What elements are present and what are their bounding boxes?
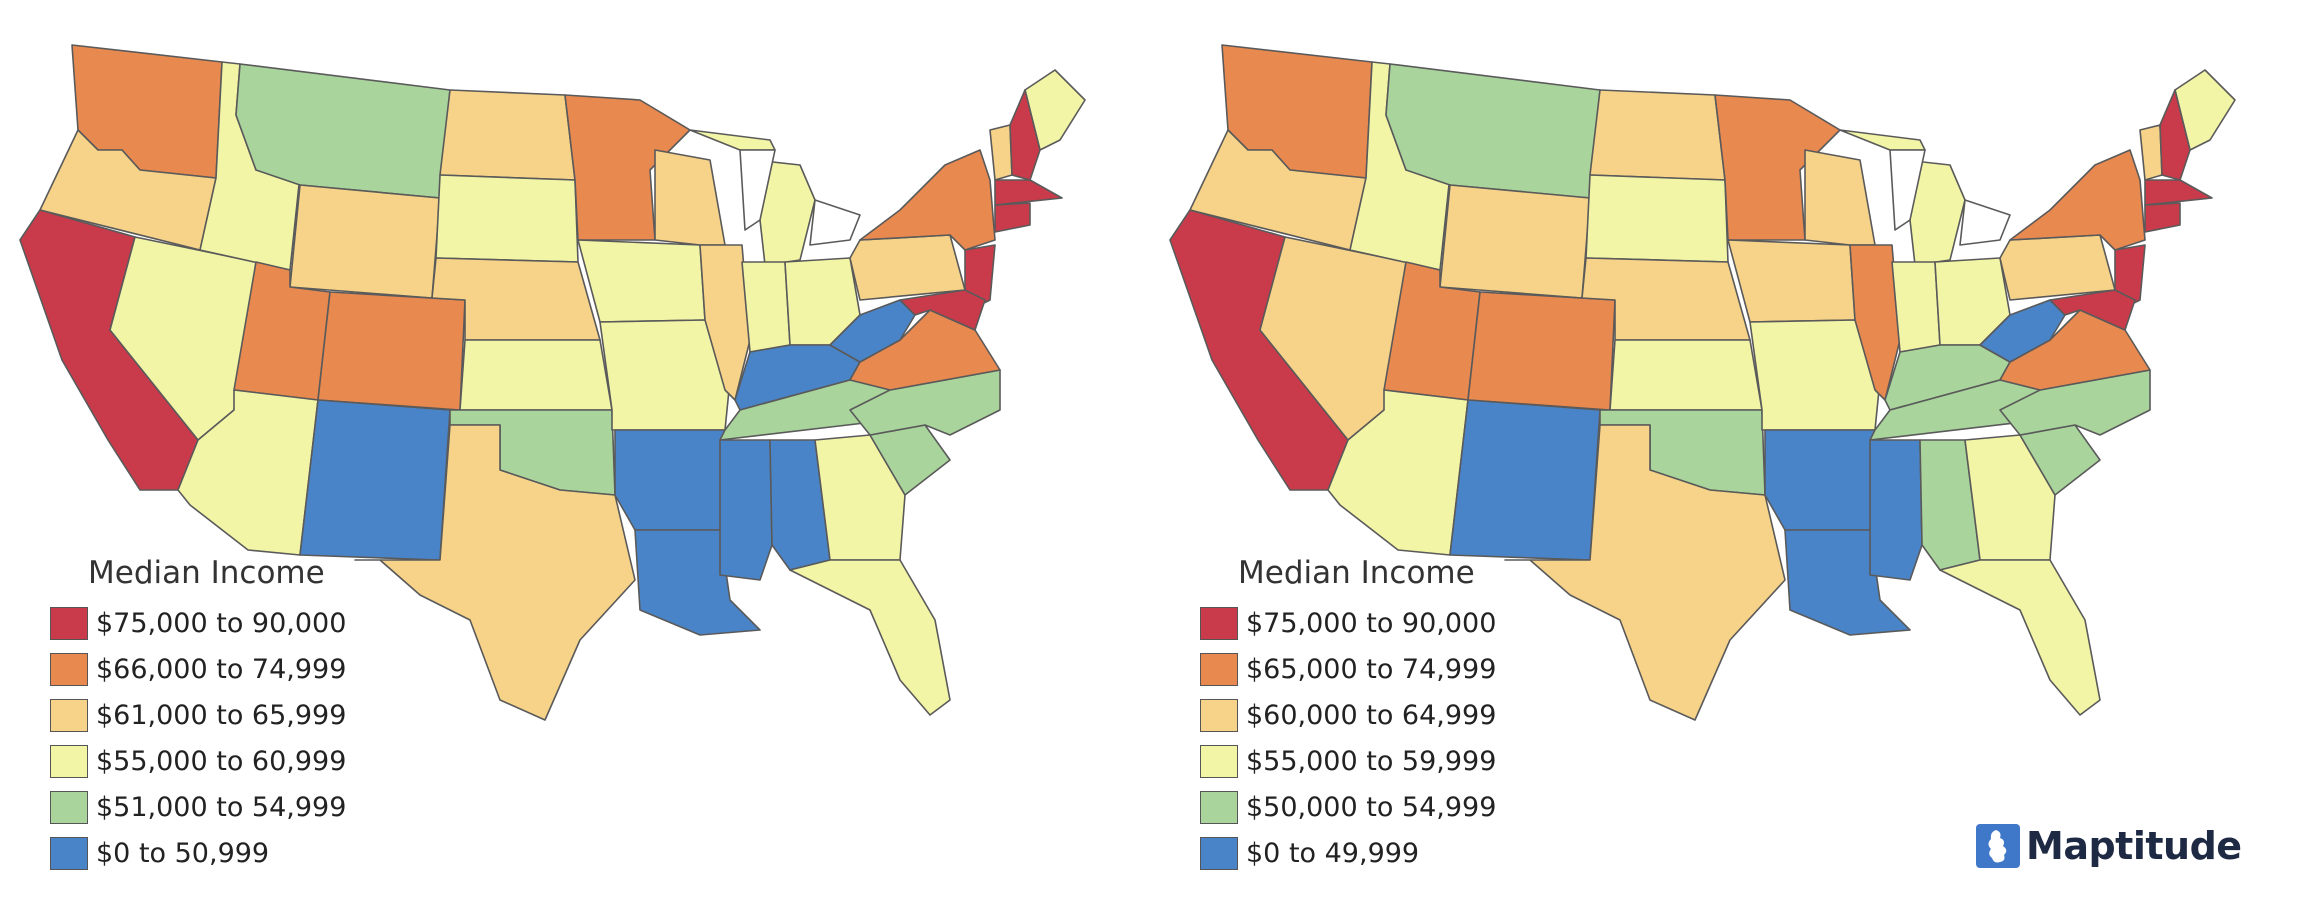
state-ms xyxy=(719,439,773,581)
state-mn xyxy=(1714,94,1841,241)
legend-swatch xyxy=(1200,606,1238,640)
state-tx xyxy=(1504,424,1786,721)
state-tx xyxy=(354,424,636,721)
legend-item: $55,000 to 59,999 xyxy=(1200,738,1496,784)
legend-swatch xyxy=(1200,744,1238,778)
legend-swatch xyxy=(1200,698,1238,732)
legend-label: $75,000 to 90,000 xyxy=(96,607,347,639)
state-vt xyxy=(989,124,1013,181)
state-va xyxy=(849,309,1001,391)
legend-label: $55,000 to 60,999 xyxy=(96,745,347,777)
legend-swatch xyxy=(50,606,88,640)
us-map-left xyxy=(19,44,1086,721)
legend-item: $50,000 to 54,999 xyxy=(1200,784,1496,830)
legend-label: $75,000 to 90,000 xyxy=(1246,607,1497,639)
legend-label: $61,000 to 65,999 xyxy=(96,699,347,731)
legend-label: $55,000 to 59,999 xyxy=(1246,745,1497,777)
state-md xyxy=(2049,289,2136,331)
state-ms xyxy=(1869,439,1923,581)
state-ia xyxy=(1727,239,1856,323)
state-ks xyxy=(459,339,613,411)
state-ct xyxy=(994,202,1031,233)
legend-item: $65,000 to 74,999 xyxy=(1200,646,1496,692)
state-in xyxy=(1891,261,1941,353)
legend-swatch xyxy=(1200,790,1238,824)
legend-swatch xyxy=(1200,652,1238,686)
legend-swatch xyxy=(50,652,88,686)
legend-swatch xyxy=(50,836,88,870)
legend-item: $55,000 to 60,999 xyxy=(50,738,346,784)
lake xyxy=(1959,199,2011,246)
state-ga xyxy=(814,434,906,561)
state-nd xyxy=(439,89,576,181)
legend-label: $0 to 49,999 xyxy=(1246,837,1420,869)
legend-item: $0 to 49,999 xyxy=(1200,830,1496,876)
legend-label: $65,000 to 74,999 xyxy=(1246,653,1497,685)
legend-label: $60,000 to 64,999 xyxy=(1246,699,1497,731)
legend-label: $50,000 to 54,999 xyxy=(1246,791,1497,823)
legend-left: Median Income $75,000 to 90,000 $66,000 t… xyxy=(50,555,346,876)
legend-item: $61,000 to 65,999 xyxy=(50,692,346,738)
legend-item: $60,000 to 64,999 xyxy=(1200,692,1496,738)
state-ny xyxy=(859,149,996,251)
lake xyxy=(1889,149,1926,231)
state-ny xyxy=(2009,149,2146,251)
state-ma xyxy=(2144,179,2213,206)
state-or xyxy=(39,129,217,251)
state-pa xyxy=(849,234,966,301)
legend-item: $66,000 to 74,999 xyxy=(50,646,346,692)
state-vt xyxy=(2139,124,2163,181)
state-md xyxy=(899,289,986,331)
state-ks xyxy=(1609,339,1763,411)
lake xyxy=(739,149,776,231)
state-ga xyxy=(1964,434,2056,561)
legend-right: Median Income $75,000 to 90,000 $65,000 t… xyxy=(1200,555,1496,876)
state-nh xyxy=(1009,89,1041,181)
state-fl xyxy=(789,559,951,716)
legend-label: $66,000 to 74,999 xyxy=(96,653,347,685)
state-nh xyxy=(2159,89,2191,181)
legend-swatch xyxy=(50,790,88,824)
state-sd xyxy=(435,174,579,263)
state-nm xyxy=(299,399,451,561)
legend-item: $51,000 to 54,999 xyxy=(50,784,346,830)
state-ma xyxy=(994,179,1063,206)
legend-item: $0 to 50,999 xyxy=(50,830,346,876)
state-ct xyxy=(2144,202,2181,233)
state-wy xyxy=(1439,184,1591,299)
lake xyxy=(809,199,861,246)
state-nd xyxy=(1589,89,1726,181)
state-wi xyxy=(654,149,726,246)
legend-label: $51,000 to 54,999 xyxy=(96,791,347,823)
state-ar xyxy=(614,429,726,531)
logo-text: Maptitude xyxy=(2026,824,2242,868)
legend-label: $0 to 50,999 xyxy=(96,837,270,869)
map-panel-left: Median Income $75,000 to 90,000 $66,000 t… xyxy=(19,44,1086,876)
state-ar xyxy=(1764,429,1876,531)
state-fl xyxy=(1939,559,2101,716)
legend-title: Median Income xyxy=(1238,555,1475,591)
legend-item: $75,000 to 90,000 xyxy=(1200,600,1496,646)
state-wy xyxy=(289,184,441,299)
state-va xyxy=(1999,309,2151,391)
legend-swatch xyxy=(1200,836,1238,870)
state-sd xyxy=(1585,174,1729,263)
state-nm xyxy=(1449,399,1601,561)
map-panel-right: Median Income $75,000 to 90,000 $65,000 t… xyxy=(1150,0,2300,905)
legend-swatch xyxy=(50,744,88,778)
state-in xyxy=(741,261,791,353)
state-pa xyxy=(1999,234,2116,301)
state-ia xyxy=(577,239,706,323)
us-map-right xyxy=(1169,44,2236,721)
legend-swatch xyxy=(50,698,88,732)
state-or xyxy=(1189,129,1367,251)
state-mn xyxy=(564,94,691,241)
maptitude-logo: Maptitude xyxy=(1976,824,2242,868)
maptitude-logo-icon xyxy=(1976,824,2020,868)
state-wi xyxy=(1804,149,1876,246)
legend-title: Median Income xyxy=(88,555,325,591)
legend-item: $75,000 to 90,000 xyxy=(50,600,346,646)
state-co xyxy=(1467,291,1616,411)
state-co xyxy=(317,291,466,411)
